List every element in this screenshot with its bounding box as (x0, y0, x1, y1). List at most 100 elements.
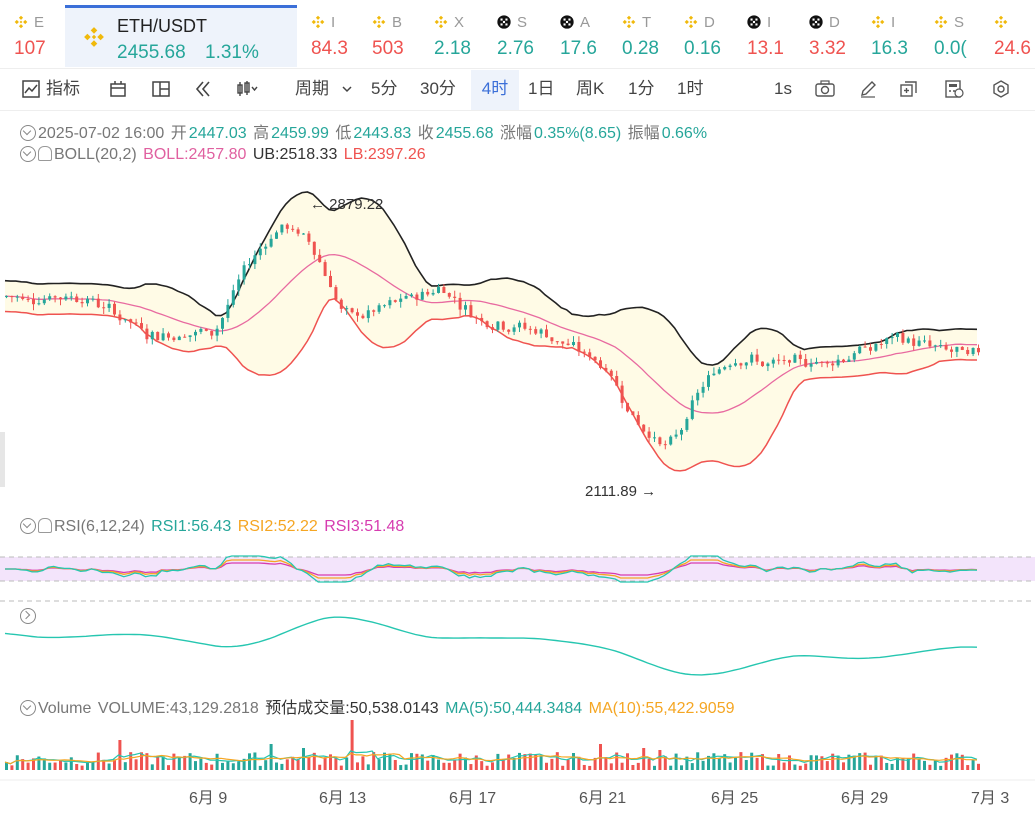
collapse-icon[interactable] (20, 700, 36, 716)
candle-body (685, 418, 689, 430)
interval-30m[interactable]: 30分 (420, 79, 456, 98)
indicator-icon[interactable] (22, 80, 40, 98)
volume-bar (334, 757, 338, 770)
binance-icon (434, 15, 448, 29)
ticker-item[interactable]: X 2.18 (420, 8, 482, 64)
ticker-item[interactable]: E 107 (0, 8, 62, 64)
candle-body (102, 307, 106, 309)
collapse-icon[interactable] (20, 518, 36, 534)
candle-body (59, 297, 62, 300)
volume-bar (226, 761, 230, 770)
volume-bar (815, 755, 818, 770)
candle-body (426, 291, 430, 295)
volume-bar (399, 765, 403, 770)
candle-body (734, 363, 737, 366)
volume-bar (523, 754, 527, 770)
volume-bar (264, 760, 268, 770)
volume-bar (858, 753, 862, 770)
ticker-item[interactable]: D 0.16 (670, 8, 732, 64)
volume-bar (242, 758, 246, 770)
volume-bar (496, 753, 500, 770)
ticker-item[interactable]: A 17.6 (546, 8, 608, 64)
okx-icon (809, 15, 823, 29)
ticker-item[interactable]: 24.6 (980, 8, 1035, 64)
ticker-price: 3.32 (809, 38, 846, 59)
settings-gear-icon[interactable] (991, 80, 1011, 98)
interval-5m[interactable]: 5分 (371, 79, 398, 98)
candle-type-icon[interactable] (236, 80, 258, 98)
candle-body (690, 400, 694, 419)
volume-bar (339, 765, 343, 770)
bell-icon[interactable] (38, 518, 52, 533)
candle-body (172, 337, 176, 341)
boll-mid-value: BOLL:2457.80 (143, 146, 247, 163)
volume-bar (761, 754, 764, 770)
volume-bar (172, 753, 176, 770)
layout-icon[interactable] (152, 80, 170, 98)
volume-bar (577, 756, 581, 770)
volume-ma10-line (4, 752, 978, 765)
volume-bar (593, 757, 597, 770)
indicator-button[interactable]: 指标 (46, 79, 80, 98)
ticker-price: 24.6 (994, 38, 1031, 59)
volume-bar (917, 759, 921, 770)
obv-line (4, 616, 978, 676)
replay-icon[interactable] (194, 80, 212, 98)
volume-bar (950, 754, 953, 770)
ticker-item[interactable]: I 13.1 (733, 8, 795, 64)
candle-body (404, 295, 408, 299)
interval-1d[interactable]: 1日 (528, 79, 555, 98)
candle-body (437, 287, 440, 293)
interval-1h[interactable]: 1时 (677, 79, 704, 98)
volume-bar (620, 762, 624, 770)
interval-4h[interactable]: 4时 (471, 70, 519, 110)
ticker-item[interactable]: B 503 (358, 8, 420, 64)
refresh-rate[interactable]: 1s (774, 79, 792, 98)
open-label: 开 (170, 125, 187, 142)
interval-1min[interactable]: 1分 (628, 79, 655, 98)
expand-legend (20, 608, 38, 626)
period-dropdown[interactable]: 周期 (295, 79, 329, 98)
ticker-item[interactable]: I 16.3 (857, 8, 919, 64)
volume-bar (485, 765, 489, 770)
volume-bar (728, 762, 732, 770)
volume-bar (734, 757, 737, 770)
volume-bar (874, 755, 878, 770)
template-icon[interactable] (109, 80, 127, 98)
volume-bar (642, 748, 646, 770)
interval-1w[interactable]: 周K (576, 79, 605, 98)
calculator-icon[interactable] (945, 80, 965, 98)
ticker-item[interactable]: S 2.76 (483, 8, 545, 64)
ticker-item[interactable]: T 0.28 (608, 8, 670, 64)
candle-body (566, 343, 570, 346)
volume-bar (75, 764, 79, 770)
candle-body (356, 312, 359, 316)
collapse-icon[interactable] (20, 125, 36, 141)
volume-bar (458, 753, 462, 770)
volume-bar (842, 762, 845, 770)
ticker-item[interactable]: S 0.0( (920, 8, 982, 64)
add-window-icon[interactable] (900, 80, 918, 98)
collapse-icon[interactable] (20, 146, 36, 162)
ticker-item[interactable]: D 3.32 (795, 8, 857, 64)
pencil-icon[interactable] (859, 80, 877, 98)
candle-body (264, 246, 268, 249)
candle-body (534, 329, 538, 334)
ticker-item[interactable]: I 84.3 (297, 8, 359, 64)
candle-body (658, 437, 662, 445)
volume-bar (53, 762, 57, 770)
candle-body (69, 296, 73, 298)
camera-icon[interactable] (815, 80, 835, 98)
candle-body (258, 248, 262, 256)
ticker-symbol: I (331, 14, 336, 31)
low-label: 低 (335, 125, 352, 142)
ticker-item[interactable]: ETH/USDT 2455.68 1.31% (65, 5, 297, 67)
bell-icon[interactable] (38, 146, 52, 161)
volume-bar (361, 756, 365, 770)
volume-bar (928, 764, 932, 770)
expand-icon[interactable] (20, 608, 36, 624)
volume-bar (885, 762, 889, 770)
side-panel-handle[interactable] (0, 432, 5, 487)
candle-body (21, 296, 25, 299)
